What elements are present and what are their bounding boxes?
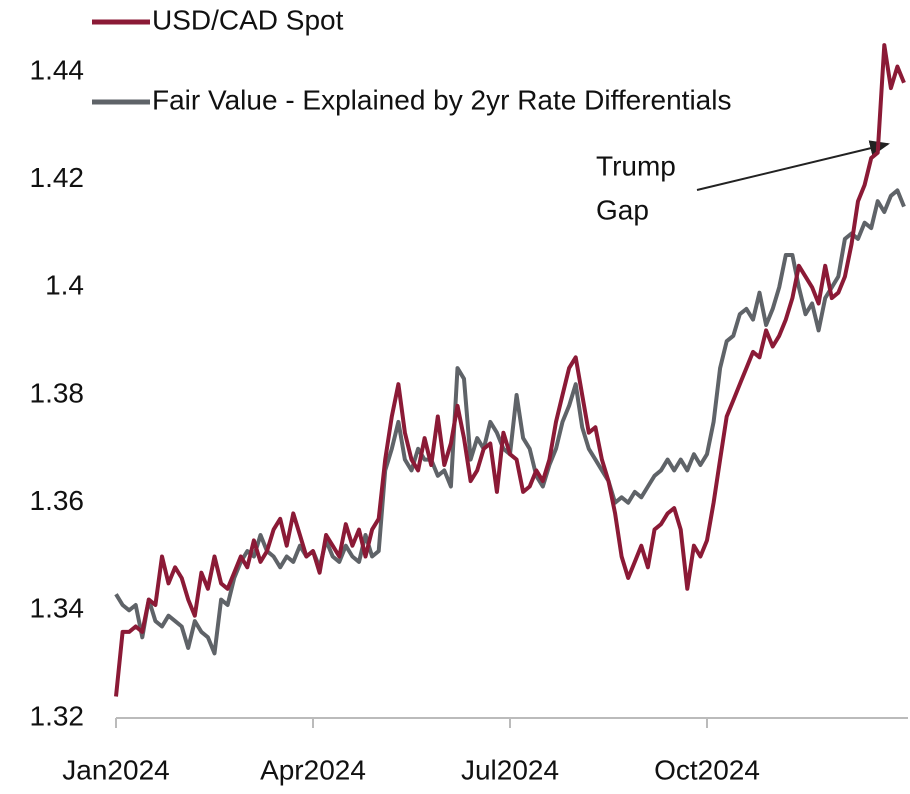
legend-label: USD/CAD Spot	[152, 4, 344, 35]
y-tick-label: 1.34	[30, 593, 85, 624]
y-tick-label: 1.4	[45, 270, 84, 301]
annotation-arrow	[696, 140, 890, 191]
y-tick-label: 1.42	[30, 162, 85, 193]
x-tick-label: Oct2024	[654, 754, 760, 785]
y-tick-label: 1.38	[30, 377, 85, 408]
x-tick-label: Jul2024	[461, 754, 559, 785]
y-tick-label: 1.32	[30, 700, 85, 731]
y-tick-label: 1.36	[30, 485, 85, 516]
series-line	[114, 43, 906, 697]
annotation: Trump	[596, 150, 676, 181]
x-tick-label: Apr2024	[260, 754, 366, 785]
annotation: Gap	[596, 194, 649, 225]
x-tick-label: Jan2024	[62, 754, 169, 785]
y-tick-label: 1.44	[30, 54, 85, 85]
series-line	[114, 188, 906, 656]
legend-label: Fair Value - Explained by 2yr Rate Diffe…	[152, 84, 731, 115]
